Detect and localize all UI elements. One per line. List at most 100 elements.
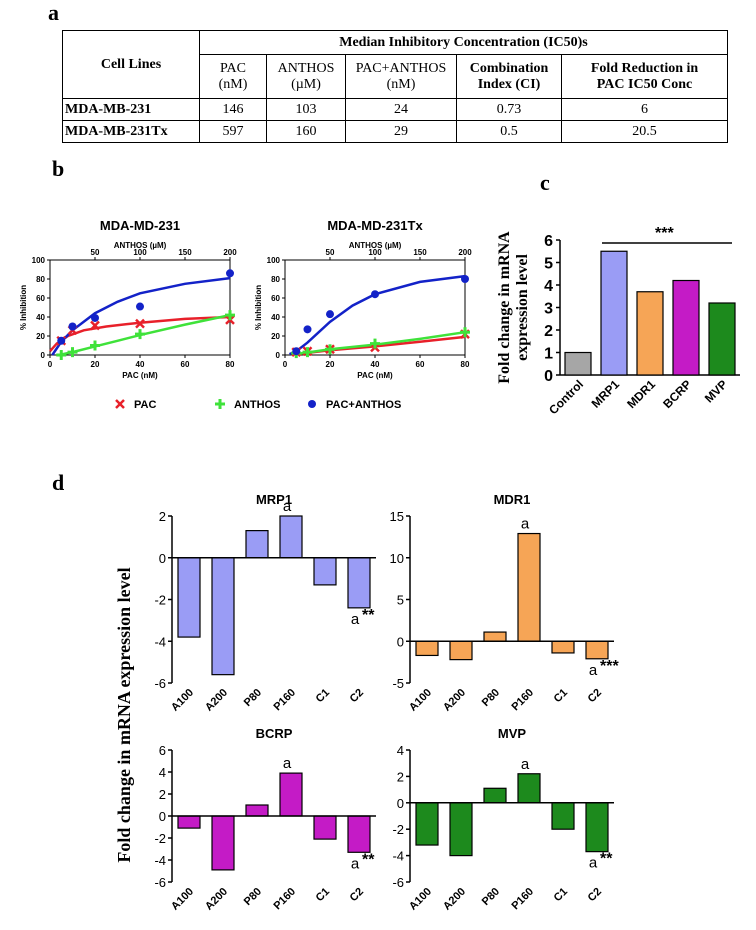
y-tick-label: 20 bbox=[271, 332, 280, 341]
panel-label-a: a bbox=[48, 0, 59, 25]
annotation-letter: a bbox=[589, 662, 598, 679]
y-tick-label: 5 bbox=[544, 256, 553, 273]
chart-title: MRP1 bbox=[256, 492, 292, 507]
y-tick-label: 20 bbox=[36, 332, 45, 341]
table-col-header: Combination Index (CI) bbox=[456, 54, 562, 99]
data-point bbox=[136, 302, 144, 311]
x-tick-label: 60 bbox=[181, 360, 190, 369]
x-tick-label: A100 bbox=[169, 687, 196, 714]
bar-c1 bbox=[313, 557, 337, 586]
y-tick-label: 40 bbox=[271, 313, 280, 322]
bar-p80 bbox=[245, 804, 269, 817]
x-tick-label: P160 bbox=[271, 886, 298, 913]
data-point bbox=[57, 336, 66, 345]
x-tick-label: C2 bbox=[586, 886, 604, 904]
x-tick-label: P160 bbox=[271, 687, 298, 714]
y-tick-label: 10 bbox=[390, 551, 404, 566]
table-cell: 597 bbox=[199, 120, 267, 143]
data-point bbox=[90, 320, 100, 331]
bar-mrp1 bbox=[600, 250, 628, 376]
ic50-table: Cell Lines Median Inhibitory Concentrati… bbox=[62, 30, 728, 143]
bar-c2 bbox=[347, 557, 371, 609]
x-tick-label: A100 bbox=[407, 687, 434, 714]
y-tick-label: 4 bbox=[159, 765, 166, 780]
bar-a100 bbox=[177, 815, 201, 829]
x-tick-label: A100 bbox=[407, 886, 434, 913]
y-tick-label: 60 bbox=[271, 294, 280, 303]
y-tick-label: 100 bbox=[267, 256, 281, 265]
x-tick-label: MRP1 bbox=[589, 377, 623, 411]
panel-label-c: c bbox=[540, 170, 550, 195]
data-point bbox=[56, 350, 67, 360]
x-tick-label: MVP bbox=[702, 377, 730, 405]
x-tick-label: 20 bbox=[326, 360, 335, 369]
x-axis-label: PAC (nM) bbox=[357, 371, 393, 380]
data-point bbox=[91, 313, 99, 322]
table-group-header: Median Inhibitory Concentration (IC50)s bbox=[199, 30, 728, 55]
top-axis-label: ANTHOS (µM) bbox=[114, 241, 167, 250]
top-tick-label: 150 bbox=[178, 248, 192, 257]
table-col-header: PAC+ANTHOS (nM) bbox=[345, 54, 457, 99]
x-tick-label: C2 bbox=[348, 687, 366, 705]
bar-c2 bbox=[585, 640, 609, 660]
top-tick-label: 100 bbox=[368, 248, 382, 257]
data-point bbox=[226, 269, 234, 278]
x-tick-label: A200 bbox=[441, 886, 468, 913]
bar-p160 bbox=[517, 773, 541, 804]
y-tick-label: 0 bbox=[276, 351, 281, 360]
x-tick-label: C2 bbox=[348, 886, 366, 904]
bar-p80 bbox=[483, 787, 507, 804]
bar-p80 bbox=[483, 631, 507, 642]
significance-stars: *** bbox=[600, 658, 619, 675]
x-tick-label: P80 bbox=[480, 886, 502, 908]
x-tick-label: P160 bbox=[509, 687, 536, 714]
legend-marker bbox=[215, 399, 225, 409]
table-cell: 0.5 bbox=[456, 120, 562, 143]
y-tick-label: 2 bbox=[544, 323, 553, 340]
significance-stars: *** bbox=[655, 225, 674, 242]
y-tick-label: 80 bbox=[271, 275, 280, 284]
bar-a200 bbox=[211, 815, 235, 871]
x-tick-label: P80 bbox=[242, 687, 264, 709]
y-tick-label: -4 bbox=[154, 853, 166, 868]
bar-mdr1 bbox=[636, 291, 664, 376]
bar-a100 bbox=[415, 802, 439, 846]
x-tick-label: P80 bbox=[242, 886, 264, 908]
x-tick-label: C1 bbox=[314, 687, 332, 705]
data-point bbox=[302, 347, 313, 358]
bar-mvp bbox=[708, 302, 736, 376]
y-tick-label: -5 bbox=[392, 676, 404, 691]
bar-bcrp bbox=[672, 279, 700, 376]
top-tick-label: 50 bbox=[326, 248, 335, 257]
data-point-stroke bbox=[90, 320, 100, 331]
x-tick-label: 40 bbox=[136, 360, 145, 369]
annotation-letter: a bbox=[283, 498, 292, 515]
y-tick-label: 0 bbox=[41, 351, 46, 360]
table-row-header: Cell Lines bbox=[62, 30, 200, 99]
bar-c2 bbox=[347, 815, 371, 853]
y-tick-label: 100 bbox=[32, 256, 46, 265]
data-point bbox=[460, 327, 470, 338]
y-tick-label: 0 bbox=[544, 368, 553, 385]
x-tick-label: 60 bbox=[416, 360, 425, 369]
bar-c1 bbox=[551, 640, 575, 654]
x-tick-label: 20 bbox=[91, 360, 100, 369]
bar-p160 bbox=[279, 772, 303, 817]
annotation-letter: a bbox=[521, 756, 530, 773]
fit-curve-pac-anthos bbox=[51, 276, 231, 356]
y-axis-label: Fold change in mRNAexpression level bbox=[496, 231, 531, 384]
bar-c1 bbox=[313, 815, 337, 840]
significance-stars: ** bbox=[600, 851, 613, 868]
x-tick-label: 80 bbox=[226, 360, 235, 369]
x-tick-label: C1 bbox=[314, 886, 332, 904]
bar-a100 bbox=[415, 640, 439, 657]
data-point bbox=[68, 322, 77, 331]
table-cell: 160 bbox=[266, 120, 346, 143]
data-point bbox=[326, 310, 334, 319]
y-tick-label: 2 bbox=[159, 787, 166, 802]
x-tick-label: A100 bbox=[169, 886, 196, 913]
bar-a200 bbox=[211, 557, 235, 676]
significance-stars: ** bbox=[362, 607, 375, 624]
chart-title: MDA-MD-231Tx bbox=[327, 218, 423, 233]
top-tick-label: 50 bbox=[91, 248, 100, 257]
